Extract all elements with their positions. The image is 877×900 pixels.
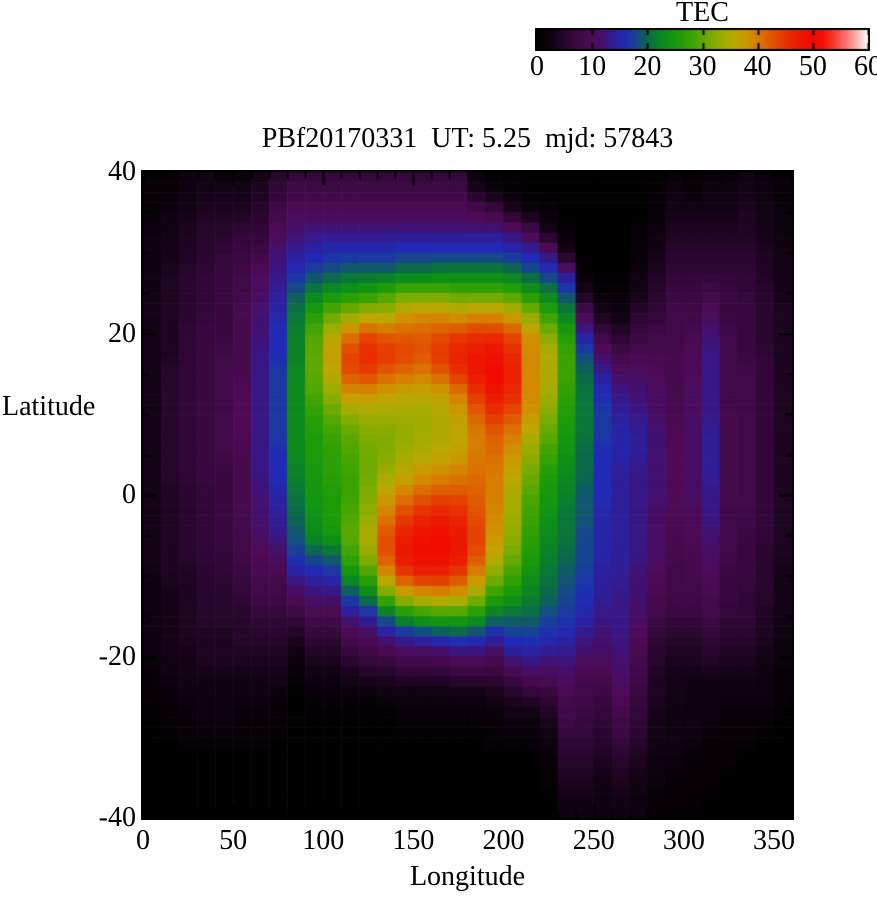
x-tick-label: 250 bbox=[572, 825, 615, 856]
colorbar-tick-label: 40 bbox=[743, 51, 772, 82]
tec-heatmap bbox=[141, 170, 794, 820]
colorbar-tick-label: 0 bbox=[530, 51, 544, 82]
x-tick-label: 300 bbox=[662, 825, 705, 856]
x-tick-label: 350 bbox=[752, 825, 795, 856]
plot-title: PBf20170331 UT: 5.25 mjd: 57843 bbox=[261, 123, 674, 154]
colorbar-tick-label: 20 bbox=[633, 51, 662, 82]
colorbar-tick-label: 30 bbox=[688, 51, 717, 82]
colorbar-tick-label: 50 bbox=[798, 51, 827, 82]
x-tick-label: 50 bbox=[219, 825, 248, 856]
colorbar-tick-label: 60 bbox=[854, 51, 877, 82]
colorbar-tick-label: 10 bbox=[578, 51, 607, 82]
y-tick-label: 40 bbox=[108, 156, 136, 187]
y-tick-label: 0 bbox=[122, 479, 136, 510]
x-tick-label: 150 bbox=[392, 825, 435, 856]
x-tick-label: 200 bbox=[482, 825, 525, 856]
x-tick-label: 100 bbox=[302, 825, 345, 856]
y-tick-label: -20 bbox=[98, 640, 136, 672]
y-tick-label: -40 bbox=[98, 802, 136, 833]
x-tick-label: 0 bbox=[136, 825, 150, 856]
colorbar bbox=[535, 28, 870, 51]
y-axis-title: Latitude bbox=[2, 391, 96, 422]
y-tick-label: 20 bbox=[108, 317, 136, 349]
colorbar-title: TEC bbox=[676, 0, 729, 28]
x-axis-title: Longitude bbox=[409, 861, 526, 892]
